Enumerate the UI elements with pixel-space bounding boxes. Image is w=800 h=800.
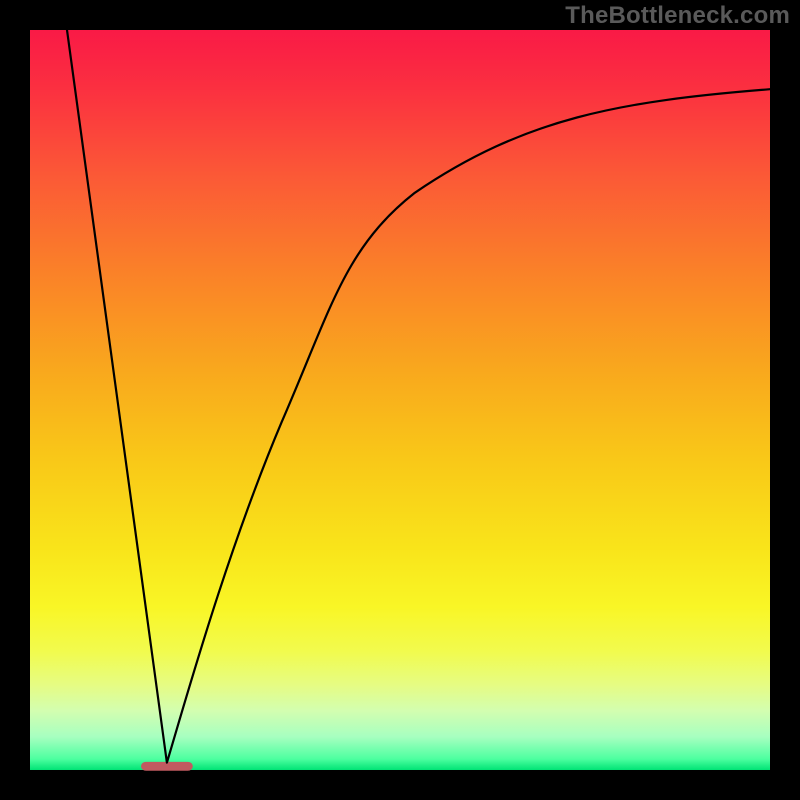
- plot-area: [30, 30, 770, 770]
- watermark-text: TheBottleneck.com: [565, 2, 790, 30]
